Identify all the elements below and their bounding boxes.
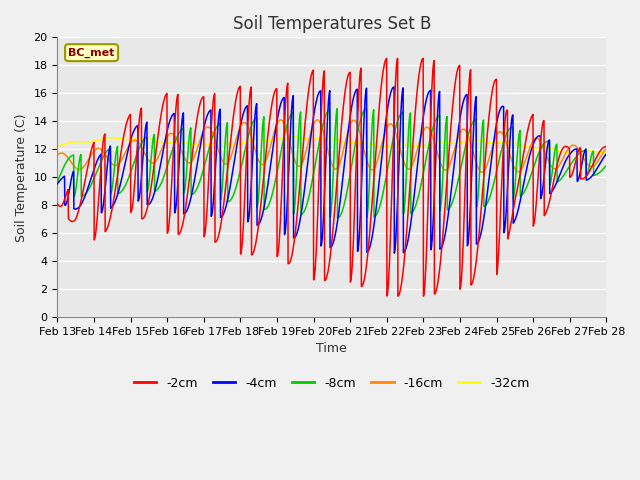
Legend: -2cm, -4cm, -8cm, -16cm, -32cm: -2cm, -4cm, -8cm, -16cm, -32cm [129, 372, 535, 395]
Y-axis label: Soil Temperature (C): Soil Temperature (C) [15, 113, 28, 241]
Title: Soil Temperatures Set B: Soil Temperatures Set B [233, 15, 431, 33]
Text: BC_met: BC_met [68, 48, 115, 58]
X-axis label: Time: Time [317, 342, 348, 356]
